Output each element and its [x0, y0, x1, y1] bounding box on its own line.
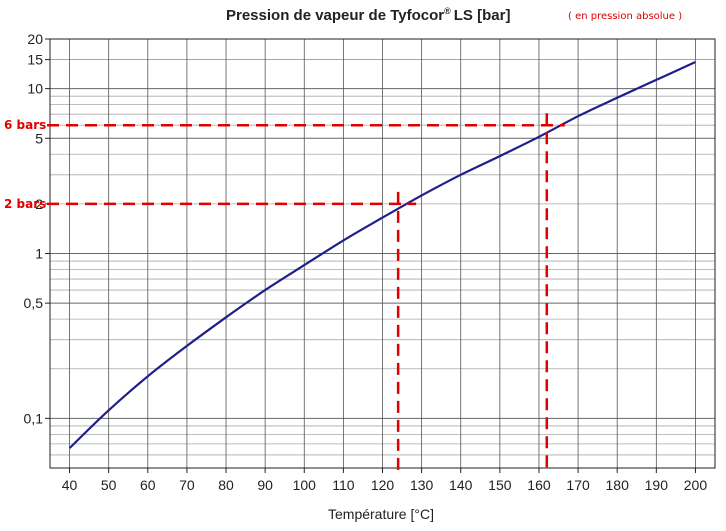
- chart-note: ( en pression absolue ): [568, 11, 682, 22]
- y-tick-label: 1: [35, 246, 43, 262]
- y-tick-label: 10: [27, 81, 43, 97]
- y-tick-label: 15: [27, 52, 43, 68]
- x-tick-label: 160: [527, 477, 551, 493]
- chart-title-superscript: ®: [444, 6, 451, 16]
- x-tick-label: 180: [606, 477, 630, 493]
- vapor-pressure-curve: [68, 61, 696, 449]
- annotation-label: 6 bars: [4, 118, 46, 132]
- y-tick-labels: 20 15 10 5 2 1 0,5 0,1: [24, 31, 50, 426]
- x-tick-labels: 40 50 60 70 80 90 100 110 120 130 140 150 160 170 180 1…: [62, 468, 708, 493]
- x-tick-label: 140: [449, 477, 473, 493]
- x-tick-label: 70: [179, 477, 195, 493]
- y-tick-label: 2: [35, 196, 43, 212]
- chart-title-suffix: LS [bar]: [454, 7, 511, 24]
- pressure-annotations: 2 bars 6 bars: [4, 113, 565, 471]
- x-axis-label: Température [°C]: [328, 506, 434, 522]
- grid-major-lines: [50, 39, 715, 469]
- x-tick-label: 150: [488, 477, 512, 493]
- x-tick-label: 60: [140, 477, 156, 493]
- y-tick-label: 5: [35, 130, 43, 146]
- x-tick-label: 190: [645, 477, 669, 493]
- chart-title-main: Pression de vapeur de Tyfocor: [226, 7, 444, 24]
- y-tick-label: 0,1: [24, 410, 44, 426]
- x-tick-label: 120: [371, 477, 395, 493]
- x-tick-label: 110: [332, 477, 355, 493]
- x-tick-label: 50: [101, 477, 117, 493]
- x-tick-label: 130: [410, 477, 434, 493]
- annotation-label: 2 bars: [4, 197, 46, 211]
- x-tick-label: 100: [293, 477, 317, 493]
- y-tick-label: 20: [27, 31, 43, 47]
- chart-title: Pression de vapeur de Tyfocor® LS [bar]: [226, 6, 510, 24]
- y-tick-label: 0,5: [24, 295, 44, 311]
- x-tick-label: 200: [684, 477, 708, 493]
- x-tick-label: 90: [257, 477, 273, 493]
- x-tick-label: 170: [566, 477, 590, 493]
- x-tick-label: 80: [218, 477, 234, 493]
- x-tick-label: 40: [62, 477, 78, 493]
